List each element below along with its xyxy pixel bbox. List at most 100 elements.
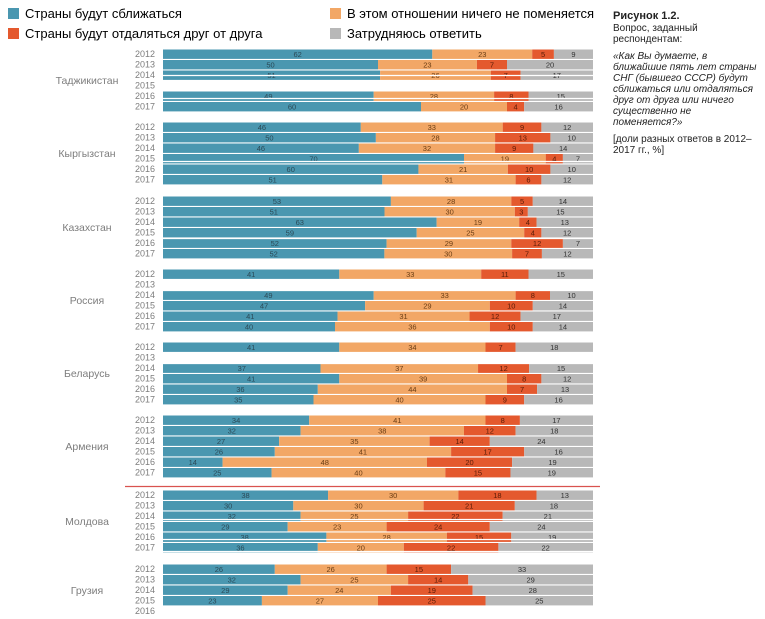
- bar-segment: [528, 91, 593, 101]
- country-label: Грузия: [71, 585, 103, 597]
- year-label: 2013: [135, 575, 155, 585]
- bar-segment: [317, 384, 507, 394]
- bar-value-label: 49: [264, 92, 272, 101]
- bar-segment: [421, 102, 507, 112]
- bar-value-label: 25: [428, 597, 436, 606]
- bar-value-label: 14: [559, 302, 567, 311]
- bar-value-label: 23: [333, 523, 341, 532]
- bar-segment: [502, 511, 593, 521]
- bar-value-label: 18: [550, 502, 558, 511]
- bar-value-label: 50: [265, 134, 273, 143]
- bar-segment: [163, 342, 340, 352]
- bar-value-label: 20: [465, 458, 473, 467]
- bar-segment: [386, 522, 490, 532]
- bar-segment: [519, 415, 593, 425]
- bar-segment: [163, 249, 385, 259]
- bar-value-label: 35: [234, 396, 242, 405]
- bar-segment: [382, 175, 516, 185]
- bar-value-label: 23: [478, 50, 486, 59]
- bar-value-label: 20: [357, 544, 365, 553]
- bar-value-label: 25: [213, 469, 221, 478]
- bar-segment: [527, 207, 593, 217]
- bar-segment: [432, 49, 533, 59]
- bar-value-label: 27: [217, 437, 225, 446]
- bar-value-label: 14: [559, 197, 567, 206]
- year-label: 2016: [135, 91, 155, 101]
- bar-value-label: 12: [563, 176, 571, 185]
- bar-value-label: 24: [335, 586, 343, 595]
- bar-segment: [550, 164, 593, 174]
- legend-swatch: [330, 8, 341, 19]
- bar-value-label: 22: [447, 544, 455, 553]
- year-label: 2017: [135, 102, 155, 112]
- bar-value-label: 10: [567, 291, 575, 300]
- legend-item-closer: Страны будут сближаться: [8, 6, 182, 21]
- bar-value-label: 51: [270, 208, 278, 217]
- bar-segment: [512, 249, 542, 259]
- bar-segment: [163, 415, 310, 425]
- year-label: 2012: [135, 49, 155, 59]
- bar-segment: [468, 575, 593, 585]
- bar-segment: [317, 543, 404, 553]
- bar-value-label: 60: [288, 103, 296, 112]
- year-label: 2013: [135, 426, 155, 436]
- bar-value-label: 15: [474, 469, 482, 478]
- bar-segment: [524, 228, 542, 238]
- bar-value-label: 32: [228, 576, 236, 585]
- bar-value-label: 14: [559, 144, 567, 153]
- bar-segment: [514, 207, 528, 217]
- bar-value-label: 13: [561, 218, 569, 227]
- bar-value-label: 9: [503, 396, 507, 405]
- bar-value-label: 25: [466, 229, 474, 238]
- bar-segment: [536, 490, 593, 500]
- bar-segment: [163, 585, 288, 595]
- bar-segment: [339, 342, 486, 352]
- bar-value-label: 20: [460, 103, 468, 112]
- bar-value-label: 28: [431, 134, 439, 143]
- bar-value-label: 24: [537, 437, 545, 446]
- bar-value-label: 15: [557, 364, 565, 373]
- bar-segment: [528, 269, 593, 279]
- year-label: 2016: [135, 164, 155, 174]
- bar-segment: [507, 60, 593, 70]
- bar-segment: [384, 249, 513, 259]
- bar-value-label: 28: [430, 92, 438, 101]
- bar-value-label: 44: [408, 385, 416, 394]
- bar-segment: [163, 207, 385, 217]
- bar-value-label: 12: [486, 427, 494, 436]
- bar-segment: [163, 436, 280, 446]
- bar-value-label: 26: [215, 448, 223, 457]
- bar-segment: [464, 426, 516, 436]
- year-label: 2015: [135, 301, 155, 311]
- year-label: 2014: [135, 143, 155, 153]
- year-label: 2017: [135, 175, 155, 185]
- legend-label: Страны будут сближаться: [25, 6, 182, 21]
- bar-segment: [553, 49, 593, 59]
- bar-segment: [163, 175, 383, 185]
- year-label: 2014: [135, 290, 155, 300]
- bar-segment: [511, 238, 563, 248]
- bar-value-label: 18: [550, 343, 558, 352]
- bar-value-label: 5: [520, 197, 524, 206]
- bar-value-label: 19: [548, 533, 556, 542]
- bar-segment: [163, 164, 419, 174]
- bar-value-label: 15: [556, 208, 564, 217]
- bar-value-label: 24: [537, 523, 545, 532]
- bar-segment: [485, 342, 516, 352]
- bar-value-label: 21: [465, 502, 473, 511]
- bar-segment: [489, 522, 593, 532]
- bar-value-label: 17: [553, 312, 561, 321]
- bar-value-label: 12: [533, 239, 541, 248]
- bar-segment: [328, 490, 459, 500]
- bar-value-label: 23: [208, 597, 216, 606]
- bar-value-label: 16: [554, 448, 562, 457]
- bar-segment: [476, 60, 507, 70]
- bar-segment: [274, 564, 387, 574]
- year-label: 2015: [135, 596, 155, 606]
- bar-value-label: 15: [557, 270, 565, 279]
- year-label: 2013: [135, 207, 155, 217]
- bar-value-label: 40: [354, 469, 362, 478]
- bar-segment: [512, 457, 593, 467]
- bar-segment: [515, 290, 550, 300]
- bar-segment: [378, 60, 477, 70]
